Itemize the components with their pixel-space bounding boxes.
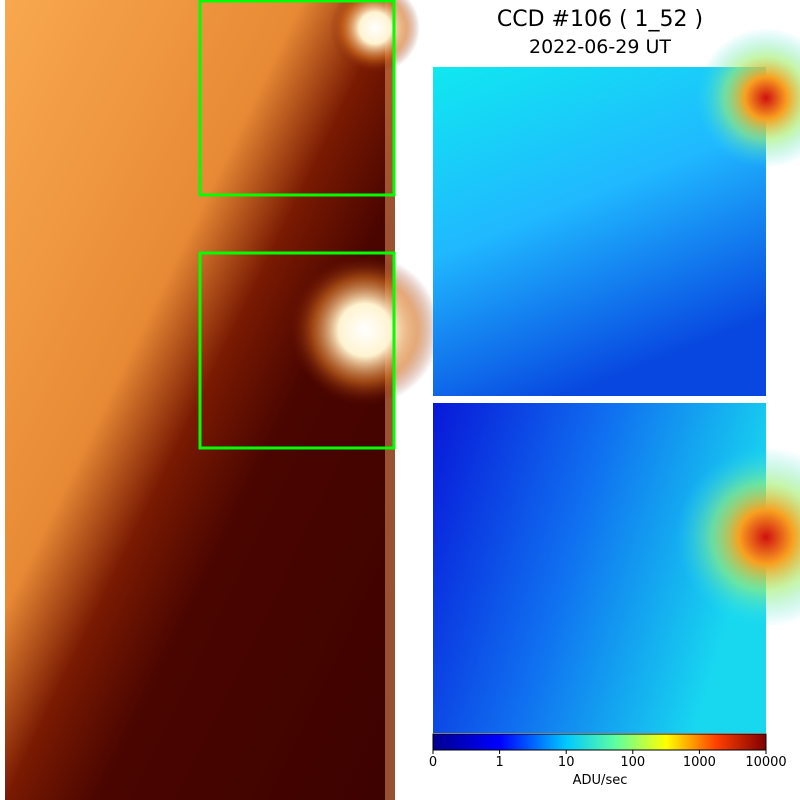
tick-label: 1 [495,755,503,770]
tick-label: 1000 [683,755,716,770]
tick-label: 0 [429,755,437,770]
tick-label: 10 [558,755,575,770]
colorbar-ticks: 0 1 10 100 1000 10000 [429,750,787,770]
zoom-box [198,0,396,197]
tick-label: 10000 [745,755,786,770]
zoom-top [433,28,800,396]
date: 2022-06-29 UT [529,36,671,58]
colorbar-label: ADU/sec [573,773,628,788]
title: CCD #106 ( 1_52 ) [497,7,703,32]
zoom-box [198,251,396,450]
tick-label: 100 [620,755,645,770]
left-image [5,0,440,800]
zoom-bottom [433,403,800,733]
colorbar [432,733,767,751]
